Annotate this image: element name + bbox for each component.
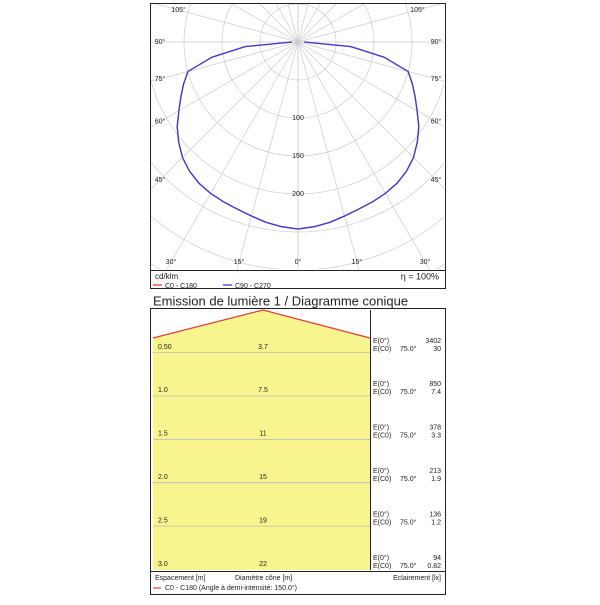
intensity-curve (176, 41, 299, 230)
angle-label: 0° (295, 258, 302, 266)
grid-ray (297, 4, 309, 43)
cone-frame (150, 308, 446, 595)
polar-frame (150, 3, 446, 289)
angle: 75.0° (400, 388, 417, 396)
cone-edge (152, 309, 371, 339)
spacing: 2.5 (158, 517, 168, 524)
intensity-curve (297, 41, 420, 230)
angle-label: 30° (166, 258, 177, 266)
ec0-value: 0.82 (427, 563, 441, 570)
grid-ray (236, 41, 299, 269)
grid-ray (166, 41, 299, 269)
grid-ray (297, 41, 430, 269)
ec0-label: E(C0) (373, 433, 391, 440)
grid-ray (154, 4, 299, 43)
ec0-value: 1.9 (431, 476, 441, 483)
footer-diameter: Diamètre cône [m] (235, 575, 292, 582)
angle-label: 60° (431, 118, 442, 126)
legend-label: C0 - C180 (165, 283, 197, 290)
ec0-label: E(C0) (373, 563, 391, 570)
angle-label: 45° (431, 176, 442, 184)
e0-value: 213 (429, 468, 441, 475)
intensity-curve (297, 41, 420, 230)
e0-label: E(0°) (373, 424, 389, 432)
grid-ray (297, 4, 337, 43)
e0-label: E(0°) (373, 467, 389, 475)
e0-value: 378 (429, 425, 441, 432)
ec0-label: E(C0) (373, 346, 391, 353)
footer-spacing: Espacement [m] (155, 575, 206, 582)
angle-label: 15° (234, 258, 245, 266)
grid-ray (297, 41, 444, 82)
spacing: 1.5 (158, 431, 168, 438)
angle-label: 30° (420, 258, 431, 266)
ec0-label: E(C0) (373, 476, 391, 483)
cone-diameter: 3.7 (258, 344, 268, 351)
angle-label: 75° (431, 75, 442, 83)
angle-label: 45° (155, 176, 166, 184)
cone-diameter: 19 (259, 517, 267, 524)
angle-label: 105° (410, 6, 425, 14)
ec0-label: E(C0) (373, 389, 391, 396)
grid-ray (287, 4, 299, 43)
spacing: 2.0 (158, 474, 168, 481)
radial-label: 100 (292, 115, 304, 122)
e0-value: 850 (429, 381, 441, 388)
angle-label: 15° (352, 258, 363, 266)
ec0-value: 30 (433, 346, 441, 353)
spacing: 0.50 (158, 344, 172, 351)
angle: 75.0° (400, 345, 417, 353)
angle-label: 105° (171, 6, 186, 14)
grid-ray (259, 4, 299, 43)
cone-diameter: 22 (259, 561, 267, 568)
grid-ray (231, 4, 299, 43)
cone-title: Emission de lumière 1 / Diagramme coniqu… (153, 293, 408, 308)
angle-label: 60° (155, 118, 166, 126)
radial-label: 200 (292, 191, 304, 198)
e0-label: E(0°) (373, 554, 389, 562)
grid-ray (151, 41, 299, 82)
e0-value: 94 (433, 555, 441, 562)
spacing: 3.0 (158, 561, 168, 568)
polar-efficiency: η = 100% (401, 271, 439, 281)
angle-label: 90° (155, 38, 166, 46)
angle: 75.0° (400, 562, 417, 570)
e0-label: E(0°) (373, 337, 389, 345)
ec0-label: E(C0) (373, 519, 391, 526)
grid-ray (151, 41, 299, 128)
legend-label: C90 - C270 (235, 283, 271, 290)
ec0-value: 1.2 (431, 519, 441, 526)
angle-label: 90° (431, 38, 442, 46)
angle: 75.0° (400, 475, 417, 483)
grid-ray (297, 41, 444, 189)
ec0-value: 3.3 (431, 433, 441, 440)
polar-grid (151, 4, 444, 269)
footer-legend: C0 - C180 (Angle à demi-intensité: 150.0… (165, 584, 297, 592)
cone-diameter: 7.5 (258, 387, 268, 394)
e0-label: E(0°) (373, 380, 389, 388)
radial-label: 150 (292, 153, 304, 160)
grid-ray (297, 41, 360, 269)
polar-unit: cd/klm (155, 272, 178, 281)
spacing: 1.0 (158, 387, 168, 394)
e0-value: 3402 (425, 338, 441, 345)
intensity-curve (176, 41, 299, 230)
footer-illuminance: Eclairement [lx] (393, 575, 441, 582)
grid-ray (297, 4, 365, 43)
angle-label: 75° (155, 75, 166, 83)
angle: 75.0° (400, 432, 417, 440)
e0-value: 136 (429, 511, 441, 518)
grid-ray (297, 41, 444, 127)
angle: 75.0° (400, 518, 417, 526)
grid-ray (151, 41, 299, 190)
cone-diameter: 15 (259, 474, 267, 481)
ec0-value: 7.4 (431, 389, 441, 396)
cone-diameter: 11 (259, 431, 266, 438)
grid-ray (297, 4, 442, 43)
e0-label: E(0°) (373, 510, 389, 518)
cone-area (153, 310, 370, 570)
